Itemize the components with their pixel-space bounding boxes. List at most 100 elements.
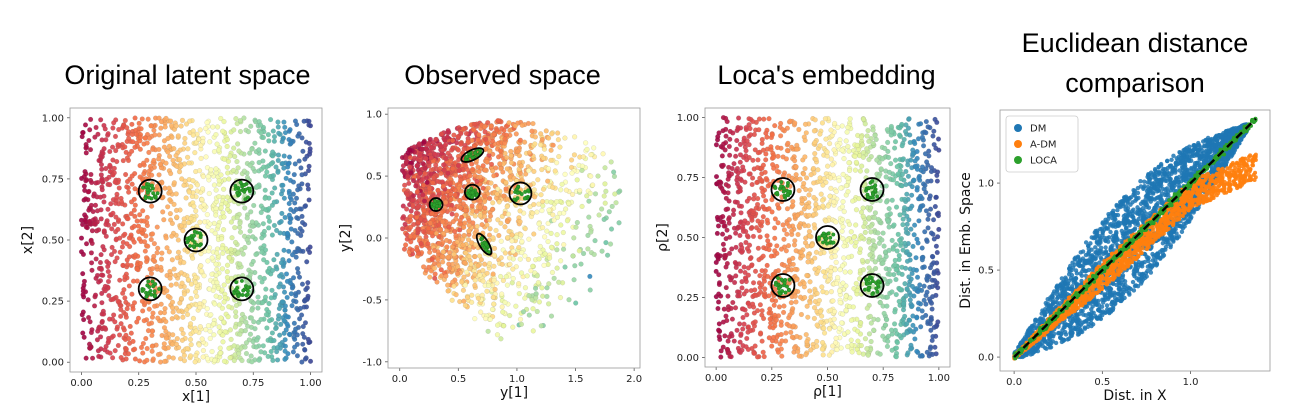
- data-point: [518, 270, 525, 276]
- data-point: [752, 268, 759, 274]
- data-point: [723, 313, 729, 319]
- data-point: [445, 128, 451, 134]
- data-point: [288, 226, 294, 232]
- data-point: [260, 221, 266, 227]
- data-point: [171, 266, 177, 272]
- data-point: [860, 116, 867, 122]
- data-point: [507, 313, 513, 319]
- data-point: [519, 122, 525, 128]
- data-point: [151, 127, 157, 133]
- data-point: [104, 259, 110, 265]
- data-point: [205, 258, 211, 264]
- panel-title-distance-line2: comparison: [1065, 68, 1205, 98]
- data-point: [237, 128, 244, 135]
- data-point: [586, 214, 592, 220]
- data-point: [142, 239, 148, 245]
- data-point: [122, 295, 128, 301]
- data-point: [83, 355, 89, 361]
- data-point: [463, 130, 469, 137]
- data-point: [260, 134, 266, 141]
- data-point: [870, 127, 876, 133]
- cluster-point: [514, 187, 519, 192]
- data-point: [168, 170, 174, 177]
- data-point: [282, 214, 288, 221]
- panel-title-distance-line1: Euclidean distance: [1021, 28, 1249, 58]
- data-point: [132, 144, 138, 150]
- data-point: [418, 216, 424, 222]
- data-point: [214, 246, 220, 252]
- data-point: [427, 220, 433, 226]
- data-point: [487, 316, 493, 322]
- data-point: [554, 232, 560, 238]
- data-point: [602, 165, 608, 171]
- data-point: [298, 206, 304, 212]
- data-point: [517, 208, 523, 214]
- data-point: [605, 252, 611, 258]
- data-point: [755, 157, 761, 163]
- data-point: [425, 225, 431, 231]
- data-point: [259, 235, 265, 241]
- cluster-point: [515, 190, 520, 195]
- data-point: [716, 334, 722, 340]
- data-point: [490, 235, 496, 241]
- data-point: [272, 185, 278, 191]
- data-point: [713, 259, 719, 266]
- data-point: [301, 118, 307, 124]
- data-point: [92, 134, 98, 140]
- data-point: [842, 269, 848, 275]
- data-point: [491, 263, 497, 269]
- data-point: [804, 243, 810, 249]
- data-point: [241, 168, 247, 174]
- data-point: [487, 195, 493, 202]
- data-point: [733, 146, 740, 152]
- data-point: [903, 265, 909, 271]
- data-point: [799, 197, 805, 203]
- data-point: [160, 209, 166, 215]
- data-point: [542, 234, 548, 240]
- data-point: [737, 268, 744, 274]
- data-point: [305, 280, 311, 286]
- data-point: [847, 167, 853, 174]
- data-point: [862, 229, 868, 235]
- data-point: [266, 218, 273, 224]
- data-point: [928, 230, 934, 236]
- data-point: [256, 159, 262, 166]
- data-point: [212, 357, 218, 364]
- data-point: [266, 225, 272, 231]
- data-point: [182, 135, 188, 142]
- data-point: [811, 315, 817, 322]
- data-point: [128, 330, 134, 336]
- data-point: [848, 229, 854, 235]
- data-point: [439, 253, 445, 259]
- data-point: [91, 221, 97, 227]
- data-point: [921, 283, 927, 289]
- cluster-point: [239, 278, 244, 283]
- data-point: [458, 130, 464, 137]
- data-point: [258, 316, 264, 323]
- data-point: [613, 200, 619, 206]
- data-point: [114, 195, 120, 201]
- data-point: [766, 116, 772, 122]
- data-point: [404, 206, 410, 212]
- data-point: [176, 308, 182, 314]
- data-point: [807, 299, 813, 306]
- data-point: [551, 217, 557, 223]
- data-point: [193, 289, 199, 295]
- data-point: [180, 314, 186, 320]
- data-point: [731, 338, 737, 344]
- data-point: [305, 186, 311, 192]
- data-point: [251, 202, 257, 209]
- data-point: [89, 267, 95, 273]
- data-point: [769, 343, 775, 349]
- data-point: [247, 228, 253, 234]
- data-point: [498, 165, 504, 172]
- data-point: [190, 132, 196, 138]
- data-point: [530, 306, 536, 312]
- data-point: [883, 322, 889, 328]
- data-point: [284, 278, 290, 284]
- data-point: [414, 189, 420, 195]
- data-point: [281, 247, 287, 253]
- data-point: [423, 156, 429, 162]
- data-point: [188, 281, 195, 287]
- data-point: [844, 129, 850, 135]
